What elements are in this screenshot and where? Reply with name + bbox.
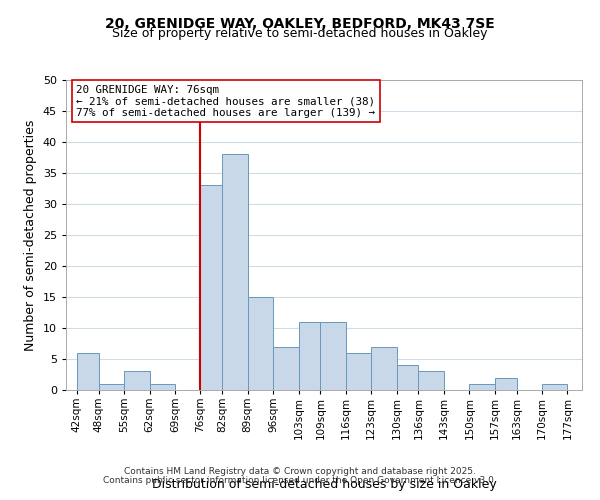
Bar [320, 322, 346, 390]
Bar [299, 322, 320, 390]
Bar [273, 346, 299, 390]
Text: Size of property relative to semi-detached houses in Oakley: Size of property relative to semi-detach… [112, 28, 488, 40]
Bar [248, 297, 273, 390]
Bar [397, 365, 418, 390]
Bar [149, 384, 175, 390]
Y-axis label: Number of semi-detached properties: Number of semi-detached properties [24, 120, 37, 350]
X-axis label: Distribution of semi-detached houses by size in Oakley: Distribution of semi-detached houses by … [152, 478, 496, 491]
Bar [418, 372, 444, 390]
Text: 20, GRENIDGE WAY, OAKLEY, BEDFORD, MK43 7SE: 20, GRENIDGE WAY, OAKLEY, BEDFORD, MK43 … [105, 18, 495, 32]
Text: Contains public sector information licensed under the Open Government Licence v3: Contains public sector information licen… [103, 476, 497, 485]
Bar [346, 353, 371, 390]
Text: Contains HM Land Registry data © Crown copyright and database right 2025.: Contains HM Land Registry data © Crown c… [124, 467, 476, 476]
Bar [371, 346, 397, 390]
Bar [469, 384, 495, 390]
Bar [77, 353, 99, 390]
Bar [542, 384, 568, 390]
Bar [200, 186, 222, 390]
Text: 20 GRENIDGE WAY: 76sqm
← 21% of semi-detached houses are smaller (38)
77% of sem: 20 GRENIDGE WAY: 76sqm ← 21% of semi-det… [76, 84, 376, 118]
Bar [495, 378, 517, 390]
Bar [222, 154, 248, 390]
Bar [124, 372, 149, 390]
Bar [99, 384, 124, 390]
